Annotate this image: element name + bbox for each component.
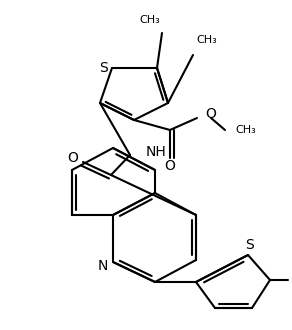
Text: CH₃: CH₃ xyxy=(139,15,160,25)
Text: O: O xyxy=(67,151,79,165)
Text: O: O xyxy=(205,107,216,121)
Text: CH₃: CH₃ xyxy=(196,35,217,45)
Text: S: S xyxy=(246,238,254,252)
Text: O: O xyxy=(165,159,175,173)
Text: N: N xyxy=(98,259,108,273)
Text: S: S xyxy=(99,61,107,75)
Text: NH: NH xyxy=(146,145,167,159)
Text: CH₃: CH₃ xyxy=(235,125,256,135)
